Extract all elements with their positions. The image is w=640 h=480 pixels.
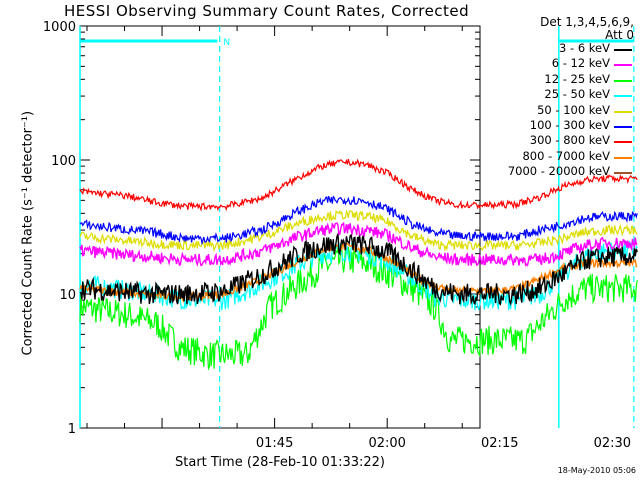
legend-label: 100 - 300 keV bbox=[529, 118, 610, 132]
x-tick-label: 02:15 bbox=[481, 436, 518, 451]
x-tick-label: 02:00 bbox=[368, 436, 405, 451]
legend-swatch bbox=[614, 64, 632, 67]
legend-header-line-2: Att 0 bbox=[605, 28, 634, 42]
series-line-6-12-kev bbox=[79, 222, 638, 267]
x-tick-label: 01:45 bbox=[256, 436, 293, 451]
legend-item: 25 - 50 keV bbox=[484, 87, 634, 102]
legend-swatch bbox=[614, 110, 632, 113]
legend-item: 800 - 7000 keV bbox=[484, 149, 634, 164]
timestamp: 18-May-2010 05:06 bbox=[557, 466, 636, 475]
legend-label: 800 - 7000 keV bbox=[522, 148, 610, 163]
legend-label: 7000 - 20000 keV bbox=[507, 164, 610, 179]
legend-item: 12 - 25 keV bbox=[484, 72, 634, 87]
series-group bbox=[79, 158, 638, 371]
y-tick-labels: 1 10 100 1000 bbox=[43, 20, 76, 437]
chart-title: HESSI Observing Summary Count Rates, Cor… bbox=[64, 2, 470, 20]
series-line-50-100-kev bbox=[79, 209, 638, 253]
series-line-300-800-kev bbox=[79, 158, 638, 212]
legend-swatch bbox=[614, 126, 632, 128]
series-line-100-300-kev bbox=[79, 195, 638, 246]
legend-label: 12 - 25 keV bbox=[544, 71, 610, 86]
legend-label: 50 - 100 keV bbox=[537, 102, 610, 117]
series-line-12-25-kev bbox=[79, 245, 638, 371]
legend-label: 25 - 50 keV bbox=[544, 87, 610, 102]
legend-item: 3 - 6 keV bbox=[484, 41, 634, 56]
x-tick-label: 02:30 bbox=[594, 436, 631, 451]
y-tick-label: 1000 bbox=[43, 20, 76, 35]
y-axis-label: Corrected Count Rate (s⁻¹ detector⁻¹) bbox=[20, 110, 36, 356]
legend-swatch bbox=[614, 156, 632, 159]
legend-item: 50 - 100 keV bbox=[484, 103, 634, 118]
legend-swatch bbox=[614, 79, 632, 82]
time-markers: N bbox=[79, 26, 635, 428]
legend-label: 6 - 12 keV bbox=[551, 56, 610, 71]
legend-item: 7000 - 20000 keV bbox=[484, 164, 634, 179]
legend-swatch bbox=[614, 95, 632, 98]
marker-label: N bbox=[223, 38, 230, 48]
y-tick-label: 10 bbox=[59, 288, 76, 303]
legend-swatch bbox=[614, 172, 632, 175]
x-axis-label: Start Time (28-Feb-10 01:33:22) bbox=[175, 455, 385, 470]
legend-header-line-1: Det 1,3,4,5,6,9, bbox=[540, 15, 634, 29]
series-line-3-6-kev bbox=[79, 232, 638, 307]
legend-label: 300 - 800 keV bbox=[529, 133, 610, 148]
legend-label: 3 - 6 keV bbox=[559, 41, 610, 55]
legend-item: 300 - 800 keV bbox=[484, 133, 634, 148]
legend-item: 6 - 12 keV bbox=[484, 56, 634, 71]
legend-swatch bbox=[614, 49, 632, 51]
y-tick-label: 100 bbox=[51, 154, 76, 169]
legend-item: 100 - 300 keV bbox=[484, 118, 634, 133]
y-tick-label: 1 bbox=[68, 422, 76, 437]
series-line-25-50-kev bbox=[79, 240, 638, 311]
legend-swatch bbox=[614, 141, 632, 144]
